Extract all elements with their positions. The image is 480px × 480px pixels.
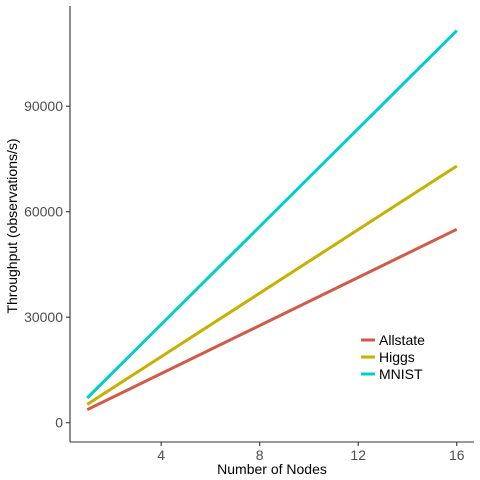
x-tick-label: 12 xyxy=(350,447,366,463)
series-line-allstate xyxy=(86,227,458,412)
x-tick-label: 8 xyxy=(256,447,264,463)
y-tick-label: 30000 xyxy=(24,309,63,325)
y-tick-label: 0 xyxy=(55,415,63,431)
axes: 4 8 12 16 0 30000 60000 90000 xyxy=(24,6,474,463)
y-tick-label: 90000 xyxy=(24,98,63,114)
series-lines xyxy=(86,29,458,412)
x-tick-label: 16 xyxy=(449,447,465,463)
legend-label-mnist: MNIST xyxy=(379,366,423,382)
x-tick-label: 4 xyxy=(157,447,165,463)
series-line-mnist xyxy=(86,29,458,400)
legend-label-higgs: Higgs xyxy=(379,349,415,365)
x-axis-title: Number of Nodes xyxy=(217,461,327,477)
legend-label-allstate: Allstate xyxy=(379,332,425,348)
y-tick-label: 60000 xyxy=(24,204,63,220)
y-axis-title: Throughput (observations/s) xyxy=(4,138,20,313)
series-line-higgs xyxy=(86,164,458,406)
